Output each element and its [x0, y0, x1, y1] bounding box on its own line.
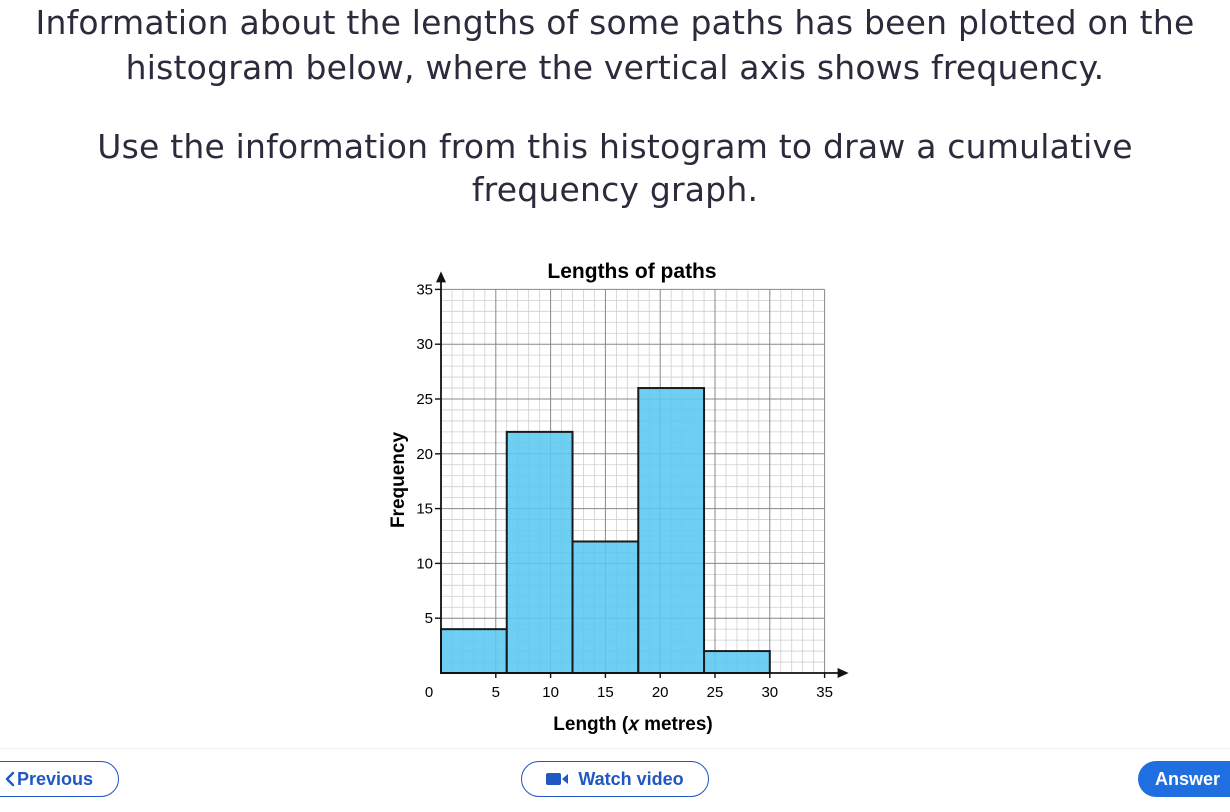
- histogram-bar: [505, 430, 574, 674]
- chart-title: Lengths of paths: [547, 260, 716, 283]
- y-tick-label: 15: [416, 501, 433, 518]
- question-line-2: histogram below, where the vertical axis…: [125, 48, 1105, 87]
- video-camera-icon: [546, 772, 570, 786]
- x-tick-label: 20: [652, 684, 669, 701]
- histogram-bar: [440, 628, 508, 674]
- axes: [436, 271, 849, 678]
- previous-button[interactable]: Previous: [0, 761, 119, 797]
- x-tick-label: 10: [542, 684, 559, 701]
- histogram-bar: [703, 650, 771, 675]
- histogram-bars: [440, 387, 771, 675]
- grid-minor: [441, 289, 825, 673]
- y-tick-label: 35: [416, 281, 433, 298]
- y-tick-label: 25: [416, 391, 433, 408]
- x-tick-label: 0: [425, 684, 433, 701]
- y-axis-label: Frequency: [388, 432, 409, 529]
- histogram-chart: 0 5 10 15 20 25 30 35 5 10 15 20 25 30 35 Lengths of p…: [388, 260, 849, 735]
- question-line-3: Use the information from this histogram …: [97, 127, 1133, 166]
- histogram-bar: [637, 387, 706, 674]
- x-axis-label: Length (𝑥 metres): [553, 714, 712, 735]
- x-tick-label: 30: [761, 684, 778, 701]
- answer-button-label: Answer: [1155, 768, 1221, 789]
- y-tick-label: 30: [416, 336, 433, 353]
- histogram-bar: [571, 540, 640, 674]
- answer-button[interactable]: Answer: [1138, 761, 1230, 797]
- x-axis-arrow: [837, 668, 849, 678]
- bottom-navigation: Previous Watch video Answer: [0, 748, 1230, 812]
- chevron-left-icon: [3, 771, 17, 787]
- y-tick-label: 10: [416, 555, 433, 572]
- x-tick-label: 15: [597, 684, 614, 701]
- y-tick-label: 20: [416, 446, 433, 463]
- tick-labels: 0 5 10 15 20 25 30 35 5 10 15 20 25 30 35: [416, 281, 833, 701]
- watch-video-button[interactable]: Watch video: [521, 761, 709, 797]
- x-tick-label: 35: [816, 684, 833, 701]
- y-tick-label: 5: [425, 610, 433, 627]
- question-line-4: frequency graph.: [471, 170, 759, 209]
- watch-video-label: Watch video: [578, 768, 684, 789]
- x-tick-label: 25: [707, 684, 724, 701]
- previous-button-label: Previous: [17, 768, 94, 789]
- question-line-1: Information about the lengths of some pa…: [35, 3, 1195, 42]
- y-axis-arrow: [436, 271, 446, 283]
- x-tick-label: 5: [492, 684, 500, 701]
